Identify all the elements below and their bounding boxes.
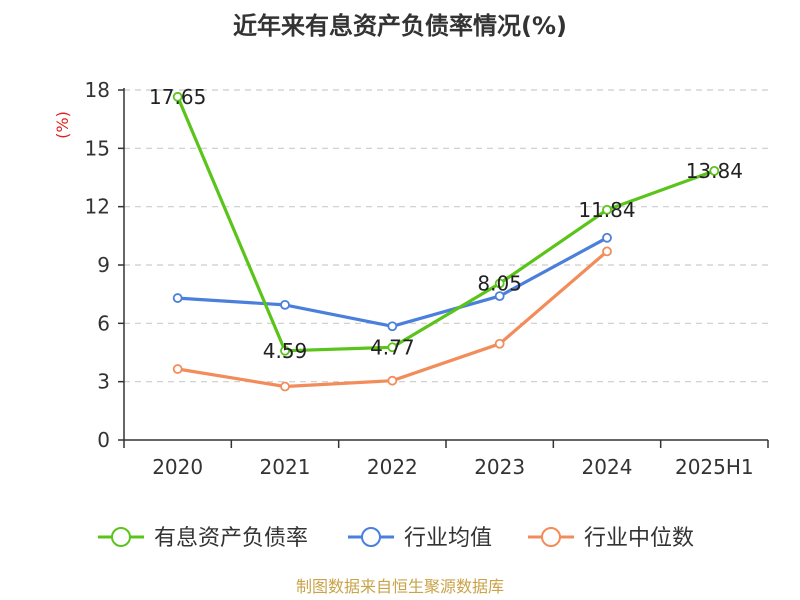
series-line-0: [176, 96, 715, 353]
data-point-1: [494, 291, 505, 302]
data-label: 8.05: [477, 271, 522, 295]
data-label: 11.84: [578, 198, 635, 222]
y-tick-label: 3: [97, 370, 110, 394]
y-tick-label: 12: [85, 195, 110, 219]
y-tick-label: 15: [85, 136, 110, 160]
source-footer: 制图数据来自恒生聚源数据库: [296, 577, 504, 596]
data-point-0: [172, 91, 183, 102]
data-point-2: [494, 338, 505, 349]
x-tick-label: 2025H1: [675, 455, 754, 479]
data-point-2: [172, 364, 183, 374]
x-tick-label: 2024: [582, 455, 633, 479]
x-tick-label: 2021: [260, 455, 311, 479]
data-point-1: [387, 321, 398, 332]
data-point-2: [602, 246, 612, 257]
data-point-0: [280, 345, 290, 356]
data-point-0: [387, 342, 398, 353]
data-label: 13.84: [686, 159, 743, 183]
legend-label: 行业中位数: [584, 526, 694, 551]
data-label-layer: 17.65 4.59 4.77 8.05 11.84 13.84: [149, 85, 743, 363]
data-point-1: [602, 232, 612, 243]
chart-title: 近年来有息资产负债率情况(%): [233, 12, 567, 40]
legend-label: 有息资产负债率: [154, 526, 308, 551]
data-point-2: [280, 381, 290, 392]
axis-layer: 0 3 6 9 12 15 18 2020 2021 2022 2023 2024 2025H1: [85, 78, 769, 479]
y-axis-label: (%): [53, 111, 72, 139]
legend-label: 行业均值: [404, 526, 492, 551]
data-label: 17.65: [149, 85, 206, 109]
data-point-0: [494, 278, 505, 289]
legend-swatch-marker: [361, 527, 381, 547]
data-point-0: [602, 204, 612, 215]
data-point-0: [709, 165, 720, 176]
series-layer: [172, 91, 720, 392]
legend-swatch-marker: [541, 527, 561, 547]
data-point-1: [172, 293, 183, 303]
data-label: 4.77: [370, 335, 415, 359]
data-point-1: [280, 299, 290, 310]
grid-layer: [124, 89, 768, 383]
x-tick-label: 2023: [474, 455, 525, 479]
y-tick-label: 6: [97, 311, 110, 335]
legend: 有息资产负债率 行业均值 行业中位数: [98, 526, 694, 551]
y-tick-label: 9: [97, 253, 110, 277]
data-label: 4.59: [263, 339, 308, 363]
x-tick-label: 2022: [367, 455, 418, 479]
y-tick-label: 0: [97, 428, 110, 452]
x-tick-label: 2020: [152, 455, 203, 479]
legend-swatch-marker: [111, 527, 131, 547]
data-point-2: [387, 375, 398, 386]
y-tick-label: 18: [85, 78, 110, 102]
